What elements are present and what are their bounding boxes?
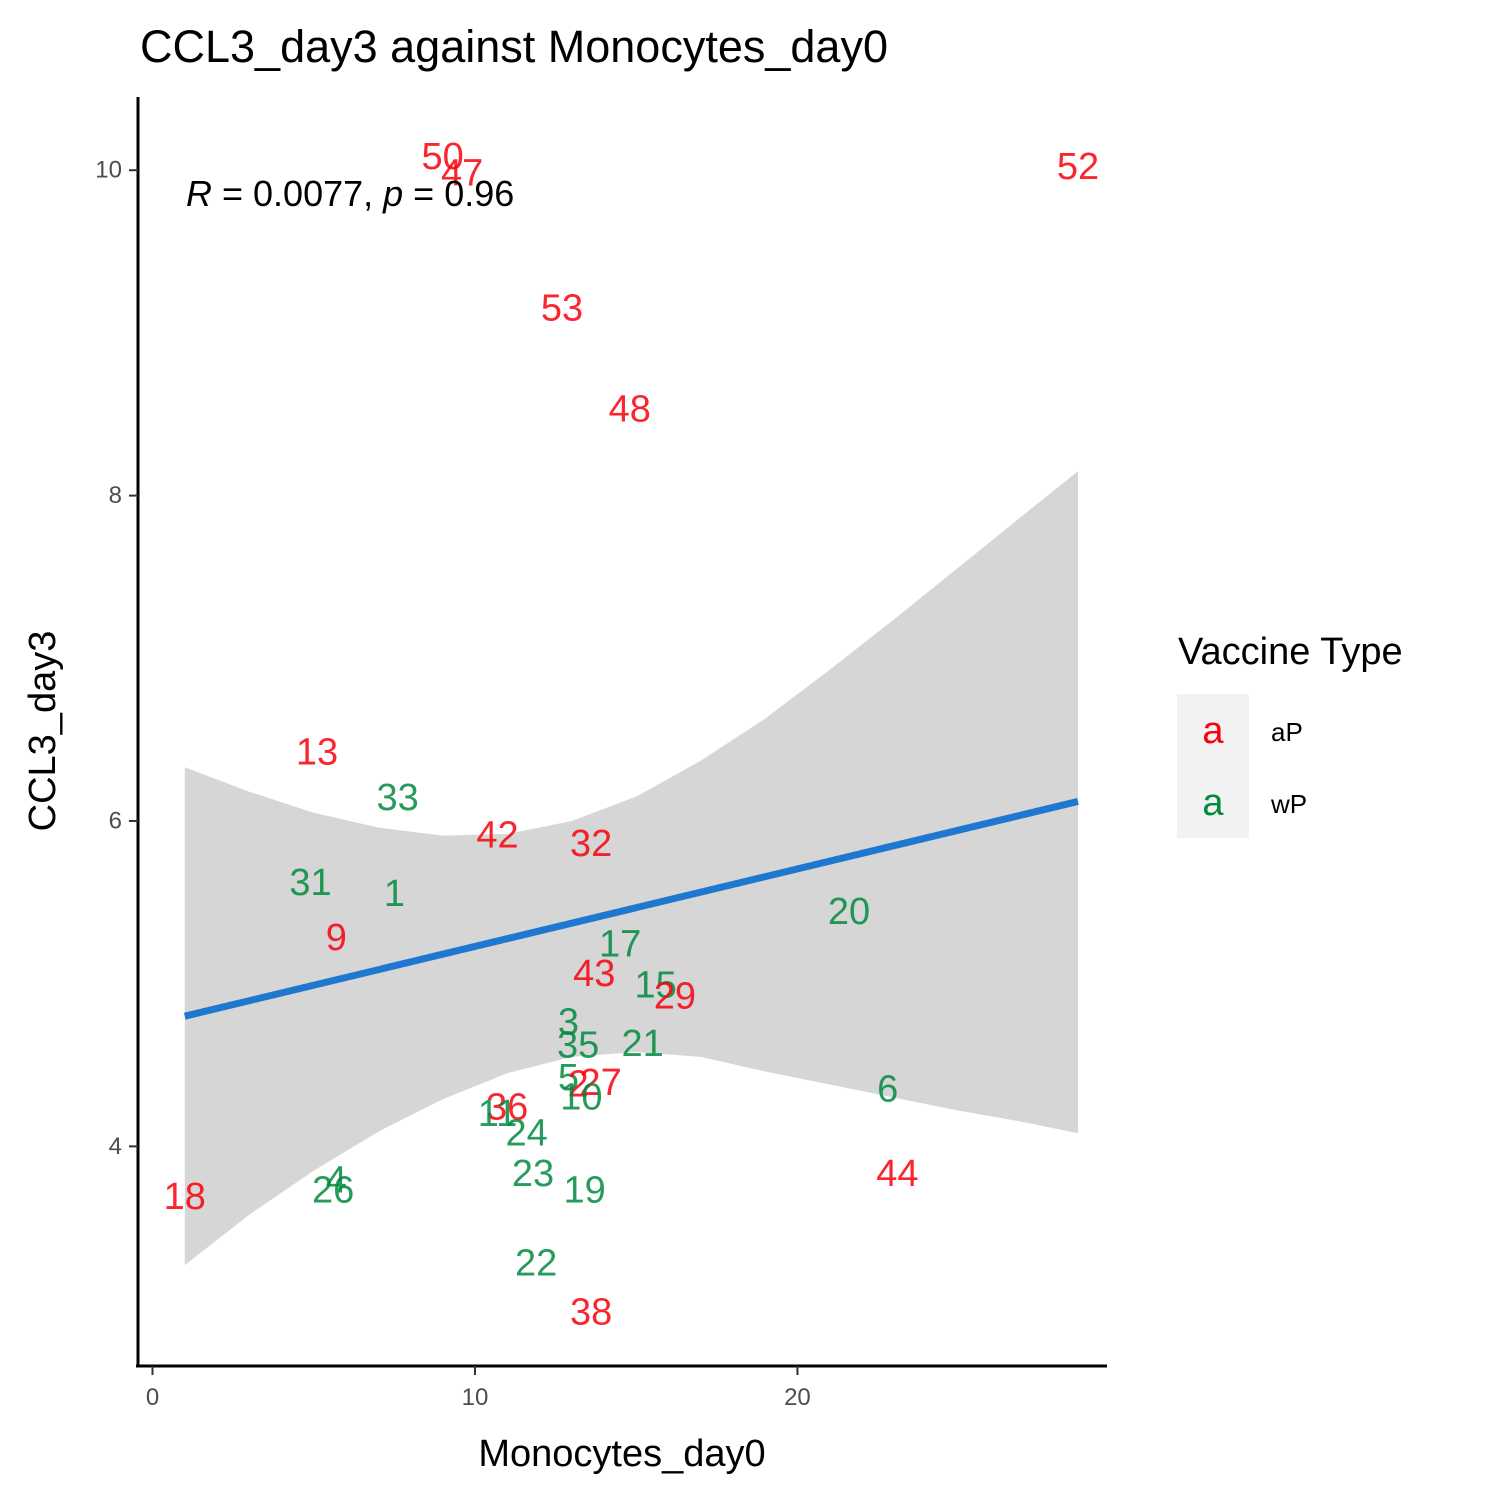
x-axis-title: Monocytes_day0 bbox=[478, 1433, 765, 1475]
legend: Vaccine Type a aP a wP bbox=[1177, 631, 1403, 838]
point-label-10: 10 bbox=[560, 1077, 602, 1119]
point-label-27: 27 bbox=[580, 1062, 622, 1104]
x-axis-ticks: 0 10 20 bbox=[146, 1366, 811, 1411]
point-label-2: 2 bbox=[568, 1064, 589, 1106]
point-label-47: 47 bbox=[441, 153, 483, 195]
x-tick-label-20: 20 bbox=[784, 1384, 811, 1411]
x-tick-label-0: 0 bbox=[146, 1384, 159, 1411]
point-label-4: 4 bbox=[326, 1160, 347, 1202]
point-label-19: 19 bbox=[563, 1169, 605, 1211]
point-label-9: 9 bbox=[326, 917, 347, 959]
point-label-5: 5 bbox=[558, 1057, 579, 1099]
legend-title: Vaccine Type bbox=[1178, 631, 1403, 673]
point-label-17: 17 bbox=[599, 924, 641, 966]
point-label-44: 44 bbox=[876, 1153, 918, 1195]
p-value: = 0.96 bbox=[403, 173, 514, 214]
correlation-annotation: R = 0.0077, p = 0.96 bbox=[186, 173, 514, 214]
p-label: p bbox=[382, 173, 403, 214]
point-label-3: 3 bbox=[558, 1002, 579, 1044]
point-label-1: 1 bbox=[384, 873, 405, 915]
point-label-50: 50 bbox=[422, 136, 464, 178]
point-label-52: 52 bbox=[1057, 146, 1099, 188]
point-label-21: 21 bbox=[622, 1023, 664, 1065]
point-label-42: 42 bbox=[476, 815, 518, 857]
point-label-35: 35 bbox=[557, 1025, 599, 1067]
r-label: R bbox=[186, 173, 212, 214]
legend-key-ap: a bbox=[1202, 710, 1224, 752]
point-label-24: 24 bbox=[505, 1112, 547, 1154]
point-label-22: 22 bbox=[515, 1243, 557, 1285]
point-label-32: 32 bbox=[570, 823, 612, 865]
point-label-15: 15 bbox=[634, 964, 676, 1006]
y-axis-title: CCL3_day3 bbox=[22, 631, 64, 832]
point-label-6: 6 bbox=[877, 1068, 898, 1110]
point-label-31: 31 bbox=[289, 862, 331, 904]
point-label-53: 53 bbox=[541, 288, 583, 330]
point-label-26: 26 bbox=[312, 1169, 354, 1211]
point-label-11: 11 bbox=[478, 1093, 517, 1135]
y-tick-label-10: 10 bbox=[95, 157, 122, 184]
point-label-38: 38 bbox=[570, 1291, 612, 1333]
chart-title: CCL3_day3 against Monocytes_day0 bbox=[140, 21, 888, 72]
point-label-33: 33 bbox=[376, 777, 418, 819]
point-label-13: 13 bbox=[296, 732, 338, 774]
y-axis-ticks: 4 6 8 10 bbox=[95, 157, 138, 1160]
point-label-29: 29 bbox=[654, 976, 696, 1018]
point-label-43: 43 bbox=[573, 953, 615, 995]
point-label-48: 48 bbox=[609, 388, 651, 430]
point-label-36: 36 bbox=[486, 1086, 528, 1128]
legend-key-wp: a bbox=[1202, 782, 1224, 824]
confidence-band bbox=[184, 471, 1079, 1266]
y-tick-label-6: 6 bbox=[109, 807, 122, 834]
x-tick-label-10: 10 bbox=[462, 1384, 489, 1411]
point-label-18: 18 bbox=[164, 1176, 206, 1218]
y-tick-label-8: 8 bbox=[109, 482, 122, 509]
r-value: = 0.0077, bbox=[212, 173, 383, 214]
point-label-20: 20 bbox=[828, 891, 870, 933]
legend-label-ap: aP bbox=[1271, 717, 1303, 747]
point-label-23: 23 bbox=[512, 1153, 554, 1195]
regression-line bbox=[183, 798, 1079, 1020]
legend-label-wp: wP bbox=[1270, 789, 1307, 819]
legend-key-background bbox=[1177, 694, 1249, 838]
y-tick-label-4: 4 bbox=[109, 1133, 122, 1160]
